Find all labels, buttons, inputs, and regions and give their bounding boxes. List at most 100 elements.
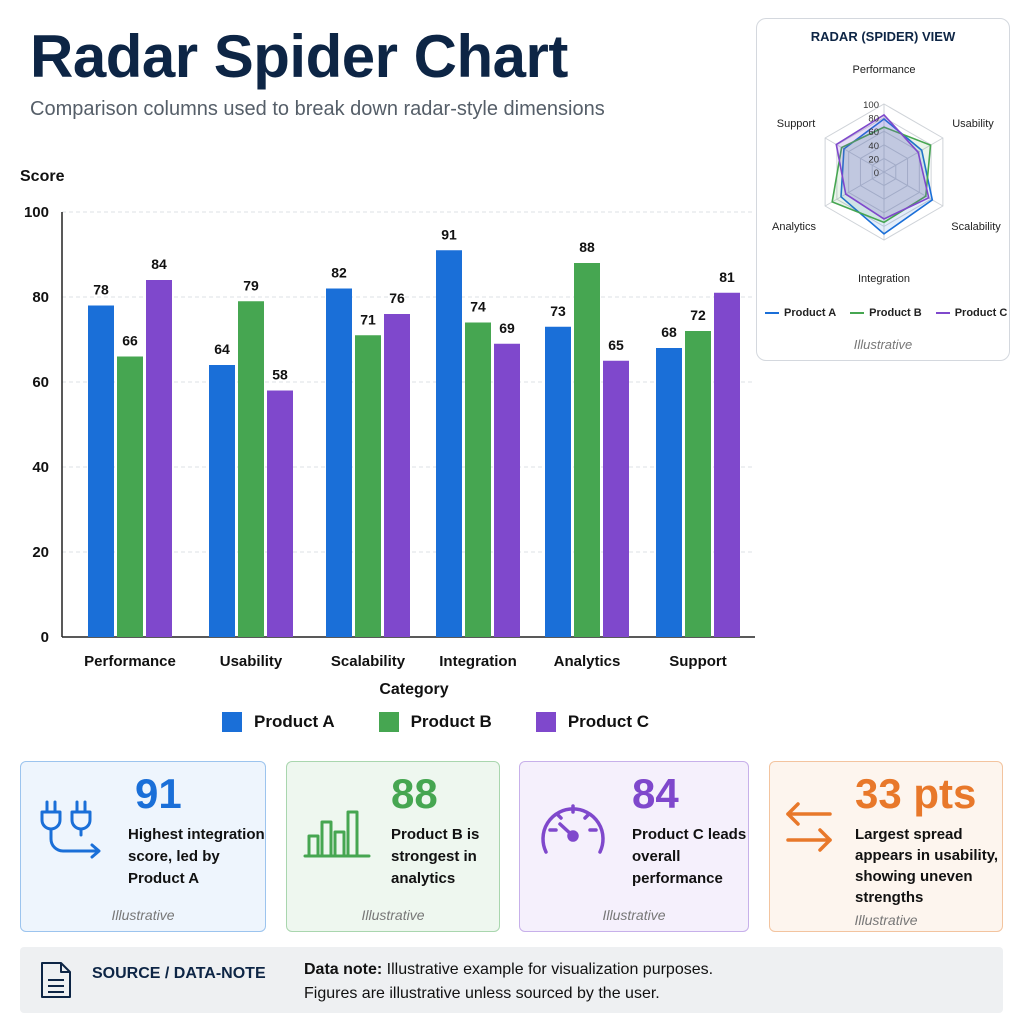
radar-axis-label: Support xyxy=(777,118,816,130)
data-label: 69 xyxy=(499,320,515,336)
source-note: SOURCE / DATA-NOTE Data note: Illustrati… xyxy=(20,947,1003,1013)
chart-legend: Product A Product B Product C xyxy=(222,712,649,732)
bar xyxy=(209,365,235,637)
radar-legend-item-b: Product B xyxy=(850,307,922,319)
y-tick-label: 100 xyxy=(24,204,49,221)
radar-legend-item-c: Product C xyxy=(935,307,1008,319)
data-label: 66 xyxy=(122,333,138,349)
kpi-description-line: analytics xyxy=(391,870,456,887)
radar-axis-label: Scalability xyxy=(951,221,1001,233)
kpi-description-line: strongest in xyxy=(391,848,477,865)
data-label: 65 xyxy=(608,337,624,353)
radar-legend-item-a: Product A xyxy=(765,307,836,319)
bar xyxy=(574,263,600,637)
bar xyxy=(238,301,264,637)
radar-axis-label: Analytics xyxy=(772,221,817,233)
kpi-description-line: score, led by xyxy=(128,848,220,865)
bar xyxy=(267,390,293,637)
radar-spoke xyxy=(883,137,944,173)
radar-series-polygon xyxy=(831,126,932,224)
kpi-description-line: performance xyxy=(632,870,723,887)
bar xyxy=(436,250,462,637)
kpi-note: Illustrative xyxy=(111,907,175,923)
y-axis-title: Score xyxy=(20,168,65,185)
radar-legend-line-a xyxy=(765,312,779,314)
radar-spoke xyxy=(824,171,885,207)
radar-tick-label: 60 xyxy=(868,127,879,138)
kpi-value: 91 xyxy=(135,770,182,817)
radar-chart: 0 20 40 60 80 100 Performance Usability Scalabil… xyxy=(772,64,1001,285)
speedometer-icon xyxy=(541,804,605,854)
legend-label: Product A xyxy=(254,712,335,731)
radar-legend-label: Product A xyxy=(784,307,837,319)
data-label: 78 xyxy=(93,282,109,298)
document-icon xyxy=(41,962,71,998)
kpi-note: Illustrative xyxy=(854,912,918,928)
kpi-card-analytics: 88 Product B is strongest in analytics I… xyxy=(286,761,500,932)
x-tick-label: Usability xyxy=(220,653,283,670)
source-line-1: Data note: Illustrative example for visu… xyxy=(304,958,713,982)
kpi-card-usability-spread: 33 pts Largest spread appears in usabili… xyxy=(769,761,1003,932)
radar-spoke xyxy=(883,171,944,207)
kpi-description-line: Highest integration xyxy=(128,826,265,843)
source-bold: Data note: xyxy=(304,961,383,978)
kpi-description-line: strengths xyxy=(855,889,924,906)
data-label: 82 xyxy=(331,265,347,281)
source-text: Data note: Illustrative example for visu… xyxy=(304,958,713,1006)
kpi-description: Largest spread appears in usability, sho… xyxy=(855,824,998,908)
bar xyxy=(117,356,143,637)
kpi-description-line: Product A xyxy=(128,870,200,887)
x-axis-title: Category xyxy=(379,681,448,698)
y-tick-label: 40 xyxy=(32,459,49,476)
kpi-description-line: appears in usability, xyxy=(855,847,999,864)
source-line-1-text: Illustrative example for visualization p… xyxy=(382,961,714,978)
y-tick-label: 60 xyxy=(32,374,49,391)
radar-tick-label: 40 xyxy=(868,141,879,152)
y-tick-label: 20 xyxy=(32,544,49,561)
data-label: 71 xyxy=(360,311,376,327)
legend-swatch-product-a xyxy=(222,712,242,732)
legend-item-product-c: Product C xyxy=(535,712,650,732)
bar xyxy=(714,292,740,637)
legend-label: Product B xyxy=(410,712,492,731)
arrows-icon xyxy=(786,802,832,852)
legend-swatch-product-c xyxy=(535,712,556,732)
data-label: 72 xyxy=(690,307,706,323)
kpi-description-line: Product B is xyxy=(391,826,480,843)
y-tick-label: 80 xyxy=(32,289,49,306)
radar-legend-label: Product C xyxy=(954,307,1008,319)
data-label: 73 xyxy=(550,303,566,319)
data-label: 79 xyxy=(243,277,259,293)
bar xyxy=(326,288,352,637)
bar xyxy=(465,322,491,637)
bar xyxy=(494,343,520,637)
bar xyxy=(88,305,114,637)
radar-axis-label: Integration xyxy=(858,273,910,285)
data-label: 68 xyxy=(661,324,677,340)
data-label: 91 xyxy=(441,226,457,242)
kpi-card-performance: 84 Product C leads overall performance I… xyxy=(519,761,749,932)
kpi-card-integration: 91 Highest integration score, led by Pro… xyxy=(20,761,266,932)
bar-chart: 0 20 40 60 80 100 Score Category Performance 78 66… xyxy=(20,168,755,698)
radar-title: RADAR (SPIDER) VIEW xyxy=(810,29,956,44)
kpi-description: Highest integration score, led by Produc… xyxy=(128,824,265,890)
source-line-2: Figures are illustrative unless sourced … xyxy=(304,985,660,1002)
bar xyxy=(603,360,629,637)
radar-legend-label: Product B xyxy=(869,307,922,319)
y-tick-label: 0 xyxy=(41,629,49,646)
x-tick-label: Performance xyxy=(84,653,176,670)
radar-series-polygon xyxy=(835,113,930,220)
radar-axis-label: Performance xyxy=(853,64,916,76)
data-label: 76 xyxy=(389,290,405,306)
bar xyxy=(355,335,381,637)
bar xyxy=(545,326,571,637)
kpi-value: 33 pts xyxy=(855,770,977,817)
x-tick-label: Integration xyxy=(439,653,517,670)
data-label: 64 xyxy=(214,341,230,357)
kpi-description-line: Product C leads xyxy=(632,826,747,843)
kpi-note: Illustrative xyxy=(361,907,425,923)
kpi-description-line: showing uneven xyxy=(855,868,973,885)
radar-tick-label: 0 xyxy=(874,168,879,179)
legend-label: Product C xyxy=(567,712,650,731)
bar xyxy=(685,331,711,637)
